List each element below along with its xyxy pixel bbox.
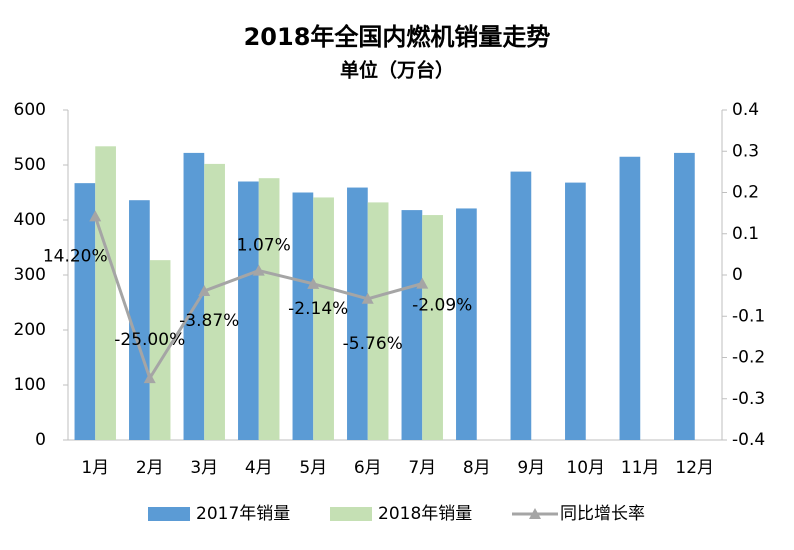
data-label: 1.07% <box>237 236 291 256</box>
y-tick-label: 300 <box>14 265 46 285</box>
bar <box>313 197 334 440</box>
x-tick-label: 5月 <box>299 458 327 478</box>
legend-label: 同比增长率 <box>560 504 645 524</box>
y2-tick-label: -0.2 <box>732 348 765 368</box>
bar <box>456 208 477 440</box>
marker <box>89 210 102 222</box>
bar <box>74 183 96 440</box>
legend-swatch <box>330 507 372 521</box>
marker <box>143 372 156 384</box>
marker <box>252 264 265 276</box>
bar <box>565 182 586 440</box>
data-label: -2.09% <box>412 296 472 316</box>
x-tick-label: 3月 <box>190 458 218 478</box>
chart-title: 2018年全国内燃机销量走势 <box>244 23 551 51</box>
legend-label: 2017年销量 <box>196 504 290 524</box>
x-tick-label: 4月 <box>245 458 273 478</box>
x-tick-label: 12月 <box>675 458 714 478</box>
bar <box>238 181 259 440</box>
y-tick-label: 600 <box>14 100 46 120</box>
bar <box>347 187 368 440</box>
y-tick-label: 0 <box>35 430 46 450</box>
legend-marker <box>529 508 541 519</box>
x-tick-label: 10月 <box>566 458 605 478</box>
bar <box>258 178 280 440</box>
y-tick-label: 500 <box>14 155 46 175</box>
bar <box>95 146 116 441</box>
bar <box>510 171 532 440</box>
x-tick-label: 9月 <box>517 458 545 478</box>
y-tick-label: 200 <box>14 320 46 340</box>
bar <box>129 200 150 440</box>
y2-tick-label: -0.1 <box>732 306 765 326</box>
x-tick-label: 2月 <box>136 458 164 478</box>
y2-tick-label: 0.2 <box>732 183 759 203</box>
y2-tick-label: 0.3 <box>732 141 759 161</box>
y2-tick-label: 0 <box>732 265 743 285</box>
bar <box>422 215 443 440</box>
marker <box>361 292 374 304</box>
y2-tick-label: -0.4 <box>732 430 765 450</box>
x-tick-label: 6月 <box>354 458 382 478</box>
chart-subtitle: 单位（万台） <box>340 59 454 82</box>
bar <box>183 152 205 440</box>
x-tick-label: 1月 <box>81 458 109 478</box>
bar <box>149 260 171 440</box>
marker <box>198 284 211 296</box>
bar <box>367 202 389 440</box>
x-tick-label: 7月 <box>408 458 436 478</box>
marker <box>307 277 320 289</box>
data-label: -3.87% <box>179 311 239 331</box>
bar <box>292 192 314 440</box>
data-label: -25.00% <box>114 330 185 350</box>
marker <box>416 277 429 289</box>
x-tick-label: 8月 <box>463 458 491 478</box>
bar <box>619 156 641 440</box>
legend-label: 2018年销量 <box>378 504 472 524</box>
legend-swatch <box>148 507 190 521</box>
bar <box>401 210 423 440</box>
y-tick-label: 400 <box>14 210 46 230</box>
data-label: -2.14% <box>288 299 348 319</box>
data-label: 14.20% <box>43 246 108 266</box>
bar <box>204 163 225 440</box>
x-tick-label: 11月 <box>621 458 660 478</box>
data-label: -5.76% <box>343 334 403 354</box>
y2-tick-label: 0.4 <box>732 100 759 120</box>
y-tick-label: 100 <box>14 375 46 395</box>
y2-tick-label: -0.3 <box>732 389 765 409</box>
bar <box>674 152 695 440</box>
y2-tick-label: 0.1 <box>732 224 759 244</box>
